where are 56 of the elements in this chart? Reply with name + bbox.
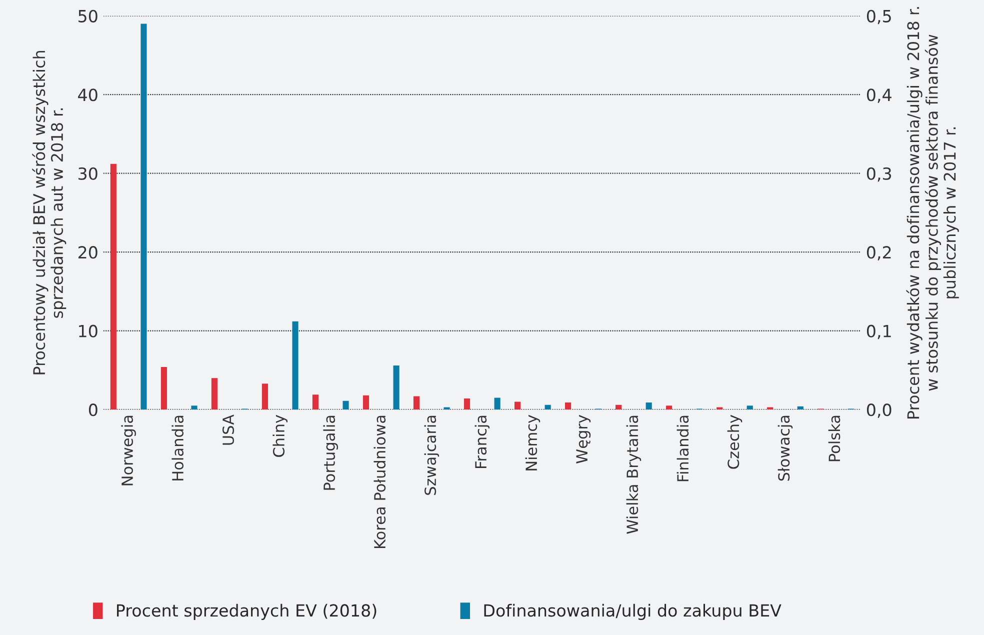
bar bbox=[393, 365, 400, 410]
bar bbox=[140, 24, 147, 410]
bar bbox=[616, 404, 622, 410]
y-axis-title: Procentowy udział BEV wśród wszystkich sprzedanych aut w 2018 r. bbox=[32, 50, 66, 374]
bar bbox=[444, 407, 450, 410]
x-tick-label: Szwajcaria bbox=[424, 416, 440, 495]
bar bbox=[565, 402, 572, 410]
bar bbox=[666, 406, 672, 410]
bar bbox=[110, 164, 116, 410]
bar bbox=[716, 407, 723, 410]
y2-tick-label: 0,2 bbox=[866, 246, 891, 260]
bar bbox=[191, 406, 198, 410]
bar bbox=[646, 402, 652, 410]
bar bbox=[160, 367, 167, 410]
y2-tick-label: 0,4 bbox=[866, 88, 892, 103]
bar bbox=[262, 384, 268, 410]
x-tick-label: Czechy bbox=[727, 414, 742, 469]
x-tick-label: Portugalia bbox=[323, 416, 338, 490]
bar bbox=[312, 394, 318, 410]
bar bbox=[544, 404, 551, 410]
y-tick-label: 50 bbox=[78, 10, 98, 22]
legend-label: Dofinansowania/ulgi do zakupu BEV bbox=[484, 604, 782, 620]
y2-axis-title: Procent wydatków na dofinansowania/ulgi w 2018 r. w stosunku do przychodów sektora finansów publicznych w 2017 r. bbox=[906, 7, 959, 418]
x-tick-label: Finlandia bbox=[676, 416, 689, 482]
bar bbox=[211, 378, 218, 410]
x-tick-label: Słowacja bbox=[778, 416, 793, 481]
y2-tick-label: 0,0 bbox=[866, 404, 892, 418]
bar bbox=[767, 407, 774, 410]
x-tick-label: Chiny bbox=[272, 414, 288, 457]
x-tick-label: Węgry bbox=[576, 414, 591, 464]
x-tick-label: Francja bbox=[474, 416, 490, 468]
y2-tick-label: 0,3 bbox=[866, 167, 892, 182]
bar bbox=[494, 398, 500, 410]
bar bbox=[413, 396, 420, 410]
x-tick-label: Norwegia bbox=[121, 416, 136, 486]
x-tick-label: Korea Południowa bbox=[374, 416, 386, 548]
x-tick-label: Holandia bbox=[172, 416, 184, 480]
y-tick-label: 30 bbox=[78, 167, 98, 180]
bar bbox=[746, 406, 753, 410]
bar bbox=[797, 406, 804, 410]
bar bbox=[362, 395, 370, 410]
x-tick-label: Polska bbox=[828, 416, 840, 462]
y-tick-label: 20 bbox=[78, 246, 98, 259]
bar bbox=[464, 398, 470, 410]
y-tick-label: 40 bbox=[78, 88, 98, 102]
x-tick-label: Niemcy bbox=[525, 414, 540, 470]
y2-tick-label: 0,5 bbox=[866, 10, 891, 24]
bar bbox=[514, 402, 521, 410]
bar bbox=[292, 321, 298, 410]
x-tick-label: Wielka Brytania bbox=[626, 416, 642, 534]
legend-label: Procent sprzedanych EV (2018) bbox=[117, 604, 376, 620]
y2-tick-label: 0,1 bbox=[866, 324, 891, 340]
bar bbox=[342, 400, 349, 410]
y-tick-label: 10 bbox=[79, 324, 98, 338]
y-tick-label: 0 bbox=[88, 404, 98, 416]
x-tick-label: USA bbox=[222, 414, 234, 445]
